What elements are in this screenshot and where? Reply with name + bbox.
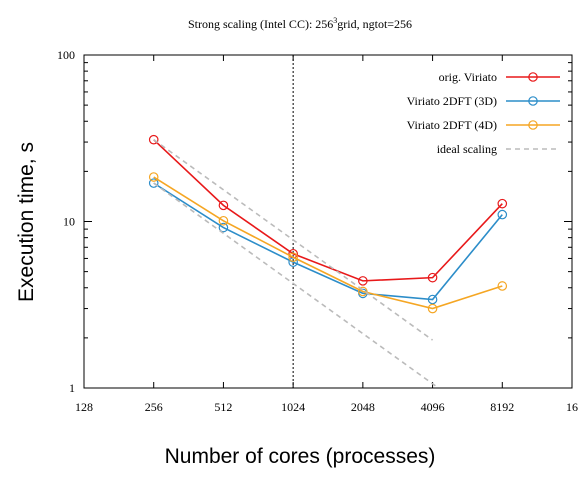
legend-label: orig. Viriato — [439, 70, 497, 84]
x-tick-label: 1024 — [281, 400, 305, 414]
legend-label: Viriato 2DFT (3D) — [407, 94, 497, 108]
plot-frame — [84, 55, 572, 388]
series-layer — [150, 135, 507, 388]
legend-label: ideal scaling — [437, 142, 497, 156]
ideal-scaling-line — [154, 140, 433, 340]
x-tick-label: 16 — [566, 400, 578, 414]
x-tick-label: 128 — [75, 400, 93, 414]
x-axis-label: Number of cores (processes) — [165, 445, 436, 468]
x-tick-label: 8192 — [490, 400, 514, 414]
legend: orig. Viriato Viriato 2DFT (3D) Viriato 2D… — [407, 70, 560, 156]
ticks-layer: 128 256 512 1024 2048 4096 8192 16 1 10 100 — [57, 48, 578, 414]
y-tick-label: 1 — [69, 381, 75, 395]
x-tick-label: 256 — [145, 400, 163, 414]
x-tick-label: 512 — [214, 400, 232, 414]
y-tick-label: 100 — [57, 48, 75, 62]
series-line — [154, 177, 503, 309]
y-tick-label: 10 — [63, 215, 75, 229]
legend-label: Viriato 2DFT (4D) — [407, 118, 497, 132]
y-axis-label: Execution time, s — [15, 142, 38, 302]
ideal-scaling-line — [154, 183, 439, 388]
series-line — [154, 183, 503, 299]
x-tick-label: 4096 — [421, 400, 445, 414]
x-tick-label: 2048 — [351, 400, 375, 414]
chart-title: Strong scaling (Intel CC): 2563grid, ngt… — [188, 16, 412, 31]
